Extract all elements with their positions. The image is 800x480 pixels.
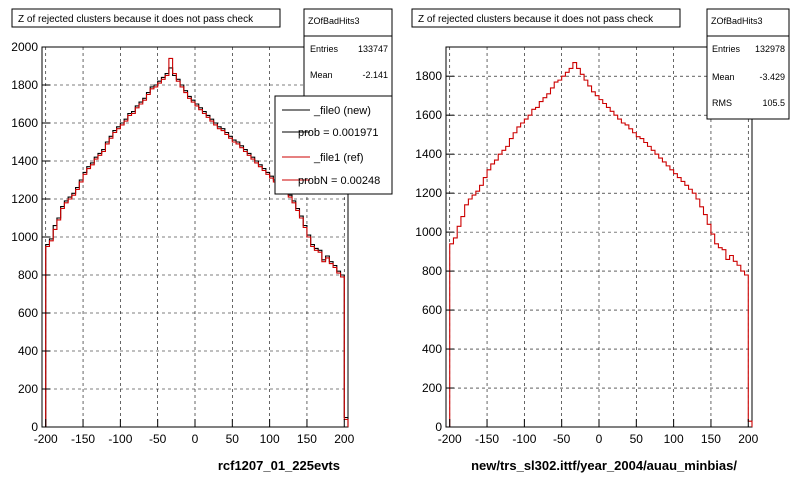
y-tick-label-0: 0 [435, 420, 442, 434]
y-tick-label-2: 400 [422, 342, 442, 356]
y-tick-label-6: 1200 [11, 192, 38, 206]
left-title-frame [11, 8, 281, 28]
histogram-series-1 [45, 57, 349, 427]
right-stats-entries-label: Entries [712, 44, 741, 54]
x-tick-label-8: 200 [334, 432, 354, 446]
x-tick-label-5: 50 [226, 432, 240, 446]
right-stats-box: ZOfBadHits3 Entries 132978 Mean -3.429 R… [706, 8, 790, 120]
legend-label-probn: probN = 0.00248 [298, 175, 380, 187]
right-stats-rms-value: 105.5 [762, 98, 785, 108]
legend-label-file1: _file1 (ref) [313, 152, 364, 164]
y-tick-label-4: 800 [422, 264, 442, 278]
y-tick-label-3: 600 [422, 303, 442, 317]
left-ticks: -200 -150 -100 -50 0 50 100 150 2000200400600800… [11, 40, 354, 446]
x-tick-label-3: -50 [149, 432, 167, 446]
x-tick-label-8: 200 [738, 432, 758, 446]
right-title: Z of rejected clusters because it does n… [418, 14, 654, 25]
left-stats-mean-label: Mean [310, 70, 333, 80]
right-x-axis-label: new/trs_sl302.ittf/year_2004/auau_minbia… [471, 458, 737, 473]
right-stats-rms-label: RMS [712, 98, 732, 108]
left-stats-entries-value: 133747 [358, 44, 388, 54]
y-tick-label-7: 1400 [415, 147, 442, 161]
left-title-box: Z of rejected clusters because it does n… [11, 8, 281, 28]
x-tick-label-2: -100 [512, 432, 536, 446]
x-tick-label-1: -150 [475, 432, 499, 446]
x-tick-label-7: 150 [701, 432, 721, 446]
right-histogram-panel: -200 -150 -100 -50 0 50 100 150 200 0 200 400 600 800… [411, 8, 790, 473]
y-tick-label-8: 1600 [415, 108, 442, 122]
right-stats-entries-value: 132978 [755, 44, 785, 54]
y-tick-label-7: 1400 [11, 154, 38, 168]
y-tick-label-1: 200 [422, 381, 442, 395]
histogram-series-0 [449, 62, 753, 427]
left-series [45, 57, 349, 427]
legend-label-prob: prob = 0.001971 [298, 127, 378, 139]
right-stats-frame [706, 8, 790, 120]
x-tick-label-4: 0 [596, 432, 603, 446]
y-tick-label-10: 2000 [11, 40, 38, 54]
legend-box: _file0 (new) prob = 0.001971 _file1 (ref… [274, 95, 393, 195]
x-tick-label-6: 100 [260, 432, 280, 446]
right-series [449, 62, 753, 427]
left-histogram-panel: -200 -150 -100 -50 0 50 100 150 2000200400600800… [11, 8, 393, 473]
right-title-box: Z of rejected clusters because it does n… [411, 8, 681, 28]
left-stats-box: ZOfBadHits3 Entries 133747 Mean -2.141 [303, 8, 393, 102]
right-plot-frame [445, 46, 753, 428]
left-x-axis-label: rcf1207_01_225evts [218, 458, 340, 473]
y-tick-label-9: 1800 [11, 78, 38, 92]
y-tick-label-4: 800 [18, 268, 38, 282]
y-tick-label-1: 200 [18, 382, 38, 396]
left-stats-name: ZOfBadHits3 [308, 16, 360, 26]
right-stats-name: ZOfBadHits3 [711, 16, 763, 26]
x-tick-label-0: -200 [438, 432, 462, 446]
x-tick-label-7: 150 [297, 432, 317, 446]
right-title-frame [411, 8, 681, 28]
histogram-series-0 [45, 67, 349, 427]
x-tick-label-4: 0 [192, 432, 199, 446]
y-tick-label-9: 1800 [415, 69, 442, 83]
left-title: Z of rejected clusters because it does n… [18, 14, 254, 25]
x-tick-label-3: -50 [553, 432, 571, 446]
left-stats-frame [303, 8, 393, 102]
legend-frame [274, 95, 393, 195]
left-stats-mean-value: -2.141 [362, 70, 388, 80]
left-stats-entries-label: Entries [310, 44, 339, 54]
left-grid [42, 46, 348, 428]
y-tick-label-5: 1000 [415, 225, 442, 239]
right-stats-mean-label: Mean [712, 72, 735, 82]
y-tick-label-0: 0 [31, 420, 38, 434]
right-stats-mean-value: -3.429 [759, 72, 785, 82]
y-tick-label-5: 1000 [11, 230, 38, 244]
x-tick-label-2: -100 [108, 432, 132, 446]
x-tick-label-0: -200 [34, 432, 58, 446]
x-tick-label-6: 100 [664, 432, 684, 446]
x-tick-label-5: 50 [630, 432, 644, 446]
y-tick-label-6: 1200 [415, 186, 442, 200]
right-grid [446, 47, 752, 428]
y-tick-label-3: 600 [18, 306, 38, 320]
legend-label-file0: _file0 (new) [313, 105, 371, 117]
y-tick-label-2: 400 [18, 344, 38, 358]
right-ticks: -200 -150 -100 -50 0 50 100 150 200 0 200 400 600 800… [415, 69, 758, 446]
y-tick-label-8: 1600 [11, 116, 38, 130]
x-tick-label-1: -150 [71, 432, 95, 446]
